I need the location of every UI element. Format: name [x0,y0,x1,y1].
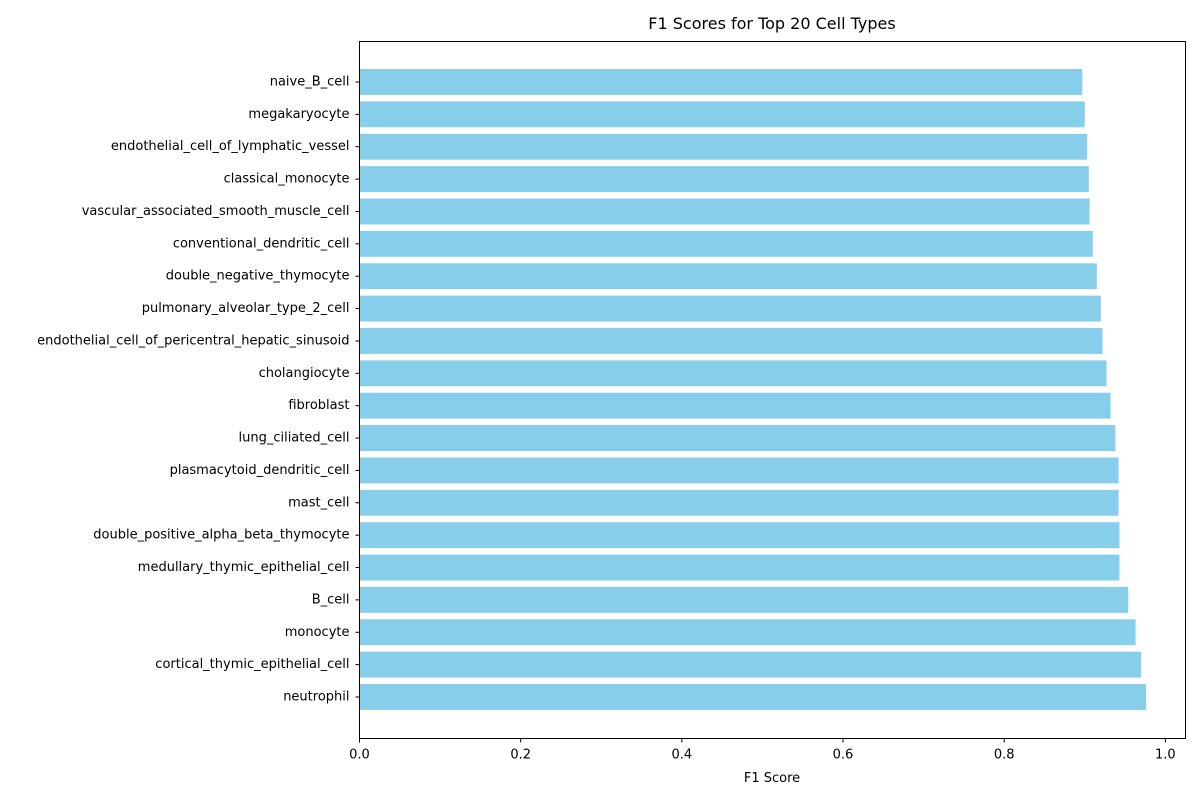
y-tick-label: cholangiocyte [259,366,350,381]
y-tick-labels: neutrophil cortical_thymic_epithelial_cel… [37,75,360,705]
y-tick-label: double_negative_thymocyte [166,269,350,284]
y-tick-label: lung_ciliated_cell [238,431,349,446]
bar-fibroblast [359,392,1111,419]
bar-medullary_thymic_epithelial_cell [359,554,1120,581]
x-tick-label: 0.4 [671,748,692,763]
chart-title: F1 Scores for Top 20 Cell Types [648,14,895,33]
bar-classical_monocyte [359,166,1089,193]
y-tick-label: naive_B_cell [270,75,350,90]
bar-cortical_thymic_epithelial_cell [359,651,1142,678]
y-tick-label: neutrophil [283,690,349,705]
y-tick-label: classical_monocyte [224,172,350,187]
bar-cholangiocyte [359,360,1107,387]
x-tick-label: 0.2 [510,748,531,763]
y-tick-label: medullary_thymic_epithelial_cell [138,560,350,575]
y-tick-label: endothelial_cell_of_lymphatic_vessel [111,139,350,154]
bar-double_positive_alpha_beta_thymocyte [359,522,1120,549]
bar-monocyte [359,619,1136,646]
bar-megakaryocyte [359,101,1085,128]
bar-double_negative_thymocyte [359,263,1097,290]
bar-endothelial_cell_of_lymphatic_vessel [359,133,1088,160]
bar-plasmacytoid_dendritic_cell [359,457,1119,484]
y-tick-label: cortical_thymic_epithelial_cell [155,657,349,672]
plot-frame [359,41,1186,739]
bar-pulmonary_alveolar_type_2_cell [359,295,1101,322]
bar-B_cell [359,586,1129,613]
bar-mast_cell [359,489,1119,516]
y-tick-label: endothelial_cell_of_pericentral_hepatic_… [37,333,349,348]
bar-endothelial_cell_of_pericentral_hepatic_sinusoid [359,328,1103,354]
y-tick-label: megakaryocyte [248,107,349,122]
y-tick-label: double_positive_alpha_beta_thymocyte [93,528,349,543]
x-tick-label: 1.0 [1155,748,1176,763]
y-tick-label: mast_cell [288,495,349,510]
y-tick-label: pulmonary_alveolar_type_2_cell [142,301,350,316]
x-tick-label: 0.8 [994,748,1015,763]
bar-neutrophil [359,684,1147,710]
y-tick-label: vascular_associated_smooth_muscle_cell [82,204,350,219]
bar-lung_ciliated_cell [359,425,1116,451]
y-tick-label: plasmacytoid_dendritic_cell [170,463,350,478]
bars-layer [359,69,1147,710]
y-tick-label: conventional_dendritic_cell [173,236,350,251]
bar-conventional_dendritic_cell [359,230,1093,257]
x-axis-title: F1 Score [744,771,800,786]
bar-naive_B_cell [359,69,1083,95]
bar-vascular_associated_smooth_muscle_cell [359,198,1090,225]
x-tick-label: 0.6 [833,748,854,763]
x-tick-label: 0.0 [349,748,370,763]
y-tick-label: monocyte [285,625,350,640]
x-ticks: 0.0 0.2 0.4 0.6 0.8 1.0 [349,738,1176,763]
y-tick-label: fibroblast [288,398,349,413]
y-tick-label: B_cell [312,592,350,607]
